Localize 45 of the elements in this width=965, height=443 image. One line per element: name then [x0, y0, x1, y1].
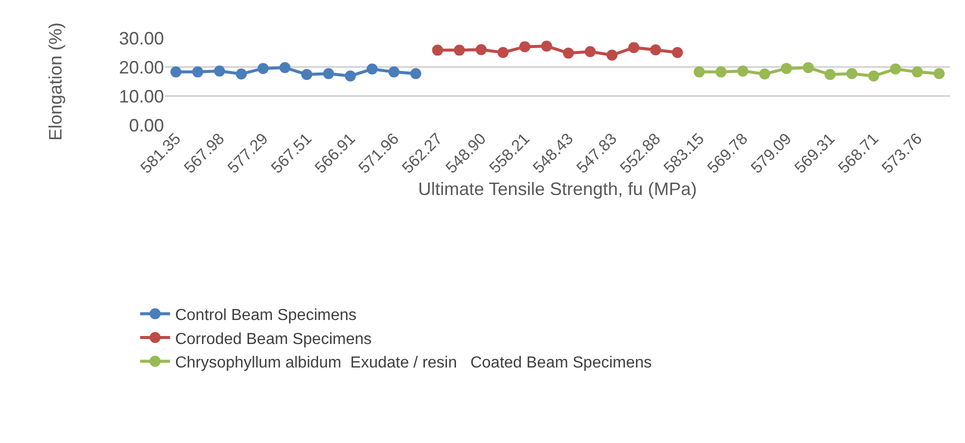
point [716, 66, 727, 78]
point [562, 48, 574, 59]
point [497, 47, 508, 58]
point [846, 68, 858, 80]
y-tick-label: 30.00 [118, 28, 164, 48]
y-tick-label: 0.00 [128, 115, 164, 136]
point [912, 66, 923, 78]
y-axis-title: Elongation (%) [46, 22, 66, 141]
point [628, 42, 640, 54]
point [410, 68, 422, 80]
point [890, 64, 901, 75]
point [366, 64, 378, 75]
point [868, 70, 880, 82]
point [432, 44, 444, 56]
point [258, 62, 269, 74]
legend-label: Control Beam Specimens [175, 306, 357, 324]
legend-label: Corroded Beam Specimens [175, 330, 372, 348]
point [650, 44, 662, 56]
point [584, 46, 596, 58]
point [737, 66, 748, 77]
y-tick-label: 10.00 [118, 86, 164, 106]
point [541, 40, 552, 52]
point [519, 41, 530, 52]
x-axis-title: Ultimate Tensile Strength, fu (MPa) [418, 179, 697, 200]
point [672, 47, 683, 58]
point [323, 68, 334, 80]
point [388, 66, 400, 78]
point [934, 68, 945, 80]
point [606, 50, 618, 61]
point [802, 62, 814, 74]
point [279, 62, 290, 74]
point [824, 69, 836, 80]
point [344, 70, 356, 82]
point [759, 68, 770, 80]
y-tick-label: 20.00 [118, 57, 164, 78]
point [192, 66, 204, 78]
point [780, 62, 792, 74]
point [236, 68, 247, 80]
point [214, 66, 226, 77]
legend-label: Chrysophyllum albidum Exudate / resin Coated Beam Specimens [175, 354, 652, 372]
point [454, 44, 465, 56]
point [476, 44, 487, 56]
point [301, 69, 312, 80]
point [694, 66, 705, 78]
point [170, 66, 182, 78]
